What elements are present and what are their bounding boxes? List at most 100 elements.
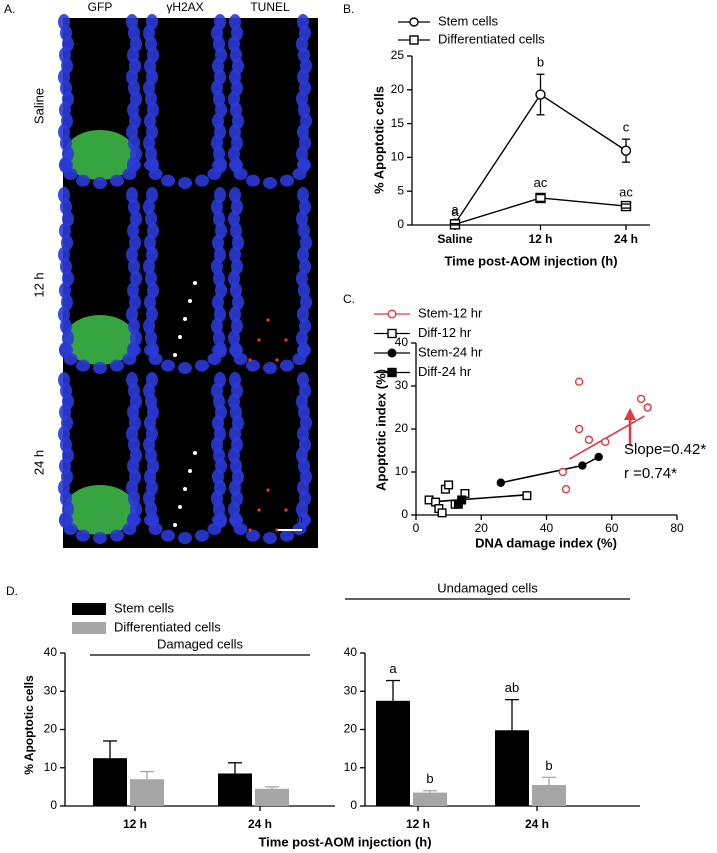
data-point — [601, 437, 610, 447]
nucleus — [246, 359, 260, 372]
data-point — [620, 200, 632, 212]
tunel-focus — [266, 318, 270, 322]
nucleus — [93, 362, 107, 374]
nucleus — [128, 258, 140, 275]
x-tick-label: 0 — [413, 521, 420, 535]
y-tick-label: 20 — [391, 82, 405, 96]
gh2ax-focus — [183, 317, 187, 321]
panel-label: C. — [343, 292, 355, 306]
gfp-signal — [64, 315, 136, 365]
x-tick-label: 12 h — [528, 232, 552, 246]
nucleus — [207, 168, 222, 180]
data-point — [496, 478, 506, 487]
micrograph-background — [63, 18, 318, 548]
y-tick-label: 10 — [44, 760, 58, 774]
nucleus — [195, 529, 209, 542]
nucleus — [229, 306, 241, 323]
y-tick-label: 20 — [344, 722, 358, 736]
tunel-focus — [284, 508, 288, 512]
nucleus — [110, 359, 124, 372]
significance-label: ac — [534, 175, 548, 190]
nucleus — [297, 187, 309, 203]
data-point — [535, 192, 546, 204]
y-tick-label: 0 — [50, 798, 57, 812]
nucleus — [126, 306, 138, 323]
nucleus — [145, 330, 157, 347]
nucleus — [144, 514, 158, 526]
y-tick-label: 30 — [44, 683, 58, 697]
row-label: 12 h — [31, 272, 46, 297]
nucleus — [228, 210, 240, 227]
tunel-focus — [257, 338, 261, 342]
data-point — [620, 145, 632, 156]
nucleus — [76, 359, 90, 372]
gh2ax-focus — [193, 281, 197, 285]
nucleus — [212, 159, 226, 171]
y-tick-label: 25 — [391, 48, 405, 62]
nucleus — [228, 270, 240, 287]
significance-label: a — [451, 204, 459, 219]
nucleus — [230, 222, 242, 239]
bar — [93, 758, 127, 806]
y-tick-label: 30 — [344, 683, 358, 697]
nucleus — [110, 174, 124, 187]
nucleus — [263, 177, 277, 189]
nucleus — [230, 282, 242, 299]
nucleus — [161, 174, 175, 187]
nucleus — [143, 198, 155, 215]
x-tick-label: 40 — [540, 521, 554, 535]
y-tick-label: 40 — [395, 335, 409, 349]
nucleus — [178, 177, 192, 189]
y-tick-label: 40 — [344, 645, 358, 659]
nucleus — [229, 187, 241, 203]
y-axis-label: % Apoptotic cells — [22, 675, 36, 775]
legend-swatch — [72, 622, 106, 634]
nucleus — [60, 318, 72, 335]
nucleus — [127, 344, 141, 356]
bar — [218, 773, 252, 806]
significance-label: b — [426, 771, 433, 786]
x-axis-label: Time post-AOM injection (h) — [444, 253, 617, 268]
tunel-focus — [275, 358, 279, 362]
nucleus — [58, 306, 70, 323]
panel-label: B. — [343, 2, 354, 16]
data-point — [574, 377, 584, 386]
y-tick-label: 15 — [391, 116, 405, 130]
nucleus — [298, 222, 310, 239]
data-point — [636, 394, 646, 404]
nucleus — [213, 210, 225, 227]
nucleus — [59, 344, 73, 356]
significance-label: a — [451, 202, 459, 217]
data-point — [449, 219, 461, 230]
gh2ax-focus — [173, 523, 177, 527]
nucleus — [93, 177, 107, 189]
channel-label: GFP — [88, 0, 113, 14]
nucleus — [195, 359, 209, 372]
legend-label: Stem cells — [438, 13, 498, 28]
significance-label: ac — [619, 184, 633, 199]
nucleus — [211, 318, 223, 335]
nucleus — [59, 282, 71, 299]
nucleus — [144, 344, 158, 356]
significance-label: c — [623, 120, 630, 135]
channel-label: TUNEL — [250, 0, 290, 14]
nucleus — [128, 318, 140, 335]
nucleus — [263, 362, 277, 374]
nucleus — [280, 174, 294, 187]
nucleus — [212, 514, 226, 526]
bar — [376, 700, 410, 806]
y-tick-label: 10 — [395, 464, 409, 478]
micrographs — [58, 14, 312, 544]
gh2ax-focus — [193, 451, 197, 455]
gh2ax-focus — [178, 335, 182, 339]
gh2ax-focus — [183, 487, 187, 491]
group-title: Undamaged cells — [437, 580, 538, 595]
nucleus — [127, 514, 141, 526]
x-tick-label: 12 h — [406, 817, 430, 831]
nucleus — [213, 270, 225, 287]
gh2ax-focus — [188, 469, 192, 473]
significance-label: a — [389, 661, 397, 676]
data-point — [561, 485, 571, 494]
nucleus — [60, 198, 72, 215]
